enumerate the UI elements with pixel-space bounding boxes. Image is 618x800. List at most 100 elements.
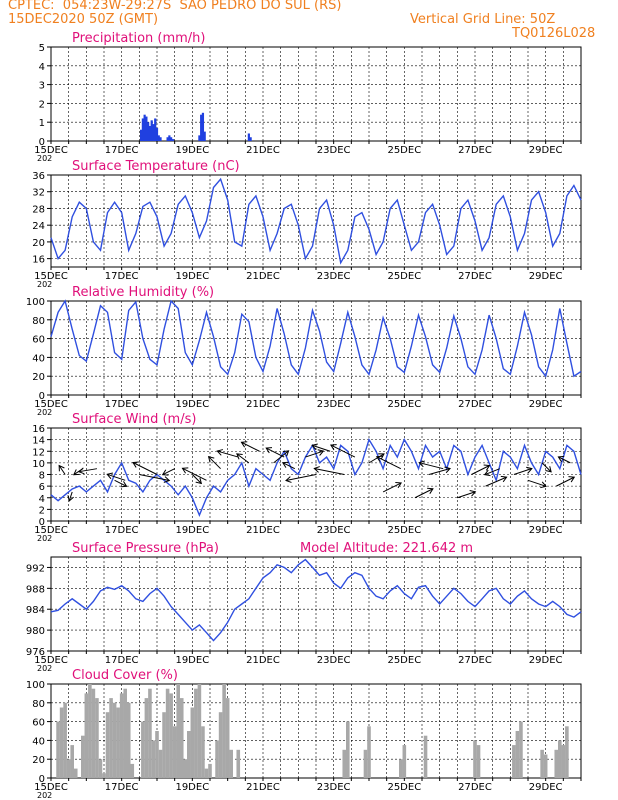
precip-bar — [140, 129, 143, 141]
precip-bar — [166, 137, 169, 141]
precip-bar — [141, 118, 144, 141]
rh-ytick-label: 60 — [32, 335, 45, 346]
wind-vector-arrow — [282, 462, 296, 470]
pressure-panel — [47, 556, 582, 654]
cloud-bar — [476, 745, 481, 778]
wind-vector-arrow — [556, 476, 575, 487]
wind-vector-arrow — [114, 479, 127, 487]
precip-ytick-label: 1 — [39, 118, 45, 129]
cloud-xtick-label: 29DEC — [529, 782, 563, 793]
temp-series-line — [50, 177, 582, 265]
rh-ytick-label: 80 — [32, 316, 45, 327]
rh-frame — [50, 300, 582, 396]
rh-ytick-label: 20 — [32, 372, 45, 383]
wind-vector-arrow — [330, 444, 356, 458]
cloud-bar — [342, 749, 347, 778]
cloud-xtick-label: 27DEC — [458, 782, 492, 793]
cloud-bar — [554, 749, 559, 778]
pressure-xtick-label: 15DEC — [34, 655, 68, 666]
precip-ytick-label: 2 — [39, 99, 45, 110]
rh-xtick-label: 15DEC — [34, 399, 68, 410]
precip-bar — [249, 137, 252, 141]
precip-xtick-label: 19DEC — [175, 145, 209, 156]
wind-vector-arrowhead — [282, 450, 290, 457]
precip-bar — [201, 112, 205, 141]
temp-xtick-label: 15DEC — [34, 271, 68, 282]
rh-xtick-label: 19DEC — [175, 399, 209, 410]
cloud-bar — [208, 763, 212, 778]
cloud-bar — [402, 745, 407, 778]
temp-year-stub: 202 — [37, 280, 52, 289]
cloud-bar — [519, 721, 523, 778]
cloud-bar — [399, 759, 403, 778]
precip-bar — [157, 135, 160, 141]
precip-bar — [143, 114, 146, 141]
rh-title: Relative Humidity (%) — [72, 285, 214, 300]
wind-vector-arrow — [527, 479, 547, 487]
wind-ytick-label: 14 — [32, 436, 45, 447]
wind-vector-arrow — [162, 468, 175, 476]
precip-bar — [154, 118, 157, 141]
temp-ytick-label: 16 — [32, 255, 45, 266]
cloud-bar — [194, 688, 198, 778]
cloud-ytick-label: 100 — [26, 680, 45, 691]
cloud-bar — [59, 707, 64, 778]
precip-bar — [168, 135, 171, 141]
wind-panel — [47, 427, 582, 524]
wind-vector-arrowhead — [483, 469, 491, 477]
wind-title: Surface Wind (m/s) — [72, 412, 196, 427]
cloud-bar — [165, 688, 170, 778]
cloud-bar — [130, 763, 135, 778]
pressure-series-line — [50, 558, 582, 642]
cloud-xtick-label: 23DEC — [317, 782, 351, 793]
rh-year-stub: 202 — [37, 408, 52, 417]
wind-xtick-label: 27DEC — [458, 525, 492, 536]
cloud-bar — [558, 740, 562, 778]
wind-vector-arrowhead — [526, 466, 533, 474]
wind-vector-arrowhead — [311, 443, 318, 451]
wind-vector-arrowhead — [568, 476, 576, 483]
wind-xtick-label: 15DEC — [34, 525, 68, 536]
wind-vector-arrow — [68, 491, 73, 502]
cloud-bar — [218, 712, 223, 778]
rh-series-line — [50, 299, 582, 378]
cloud-bar — [56, 721, 60, 778]
precip-year-stub: 202 — [37, 154, 52, 163]
wind-vector-arrowhead — [58, 464, 65, 472]
cloud-bar — [81, 735, 85, 778]
wind-vector-arrowhead — [557, 455, 565, 463]
temp-xtick-label: 21DEC — [246, 271, 280, 282]
cloud-bar — [512, 745, 516, 778]
temp-xtick-label: 19DEC — [175, 271, 209, 282]
wind-vector-arrow — [139, 474, 170, 481]
cloud-title: Cloud Cover (%) — [72, 668, 178, 683]
cloud-panel — [47, 683, 582, 781]
temp-xtick-label: 23DEC — [317, 271, 351, 282]
cloud-ytick-label: 60 — [32, 718, 45, 729]
wind-xtick-label: 17DEC — [105, 525, 139, 536]
cloud-xtick-label: 21DEC — [246, 782, 280, 793]
temp-xtick-label: 27DEC — [458, 271, 492, 282]
wind-vector-arrow — [541, 462, 552, 473]
cloud-bar — [123, 688, 127, 778]
cloud-bar — [540, 749, 544, 778]
precip-bar — [200, 114, 203, 141]
wind-vector-arrow — [236, 453, 250, 464]
cloud-xtick-label: 25DEC — [387, 782, 421, 793]
cloud-bar — [95, 698, 99, 778]
precip-ytick-label: 4 — [39, 62, 45, 73]
wind-vector-arrow — [78, 468, 98, 473]
temp-ytick-label: 32 — [32, 188, 45, 199]
wind-vector-arrow — [305, 450, 324, 458]
rh-panel — [47, 299, 582, 398]
cloud-bar — [229, 749, 233, 778]
model-code-label: TQ0126L028 — [512, 26, 596, 41]
cloud-bar — [126, 702, 131, 778]
temp-ytick-label: 36 — [32, 171, 45, 182]
wind-vector-arrowhead — [469, 489, 477, 497]
cloud-bar — [84, 693, 89, 778]
wind-vector-arrow — [513, 468, 533, 475]
wind-vector-arrowhead — [106, 472, 114, 480]
cloud-bar — [116, 707, 120, 778]
rh-xtick-label: 23DEC — [317, 399, 351, 410]
